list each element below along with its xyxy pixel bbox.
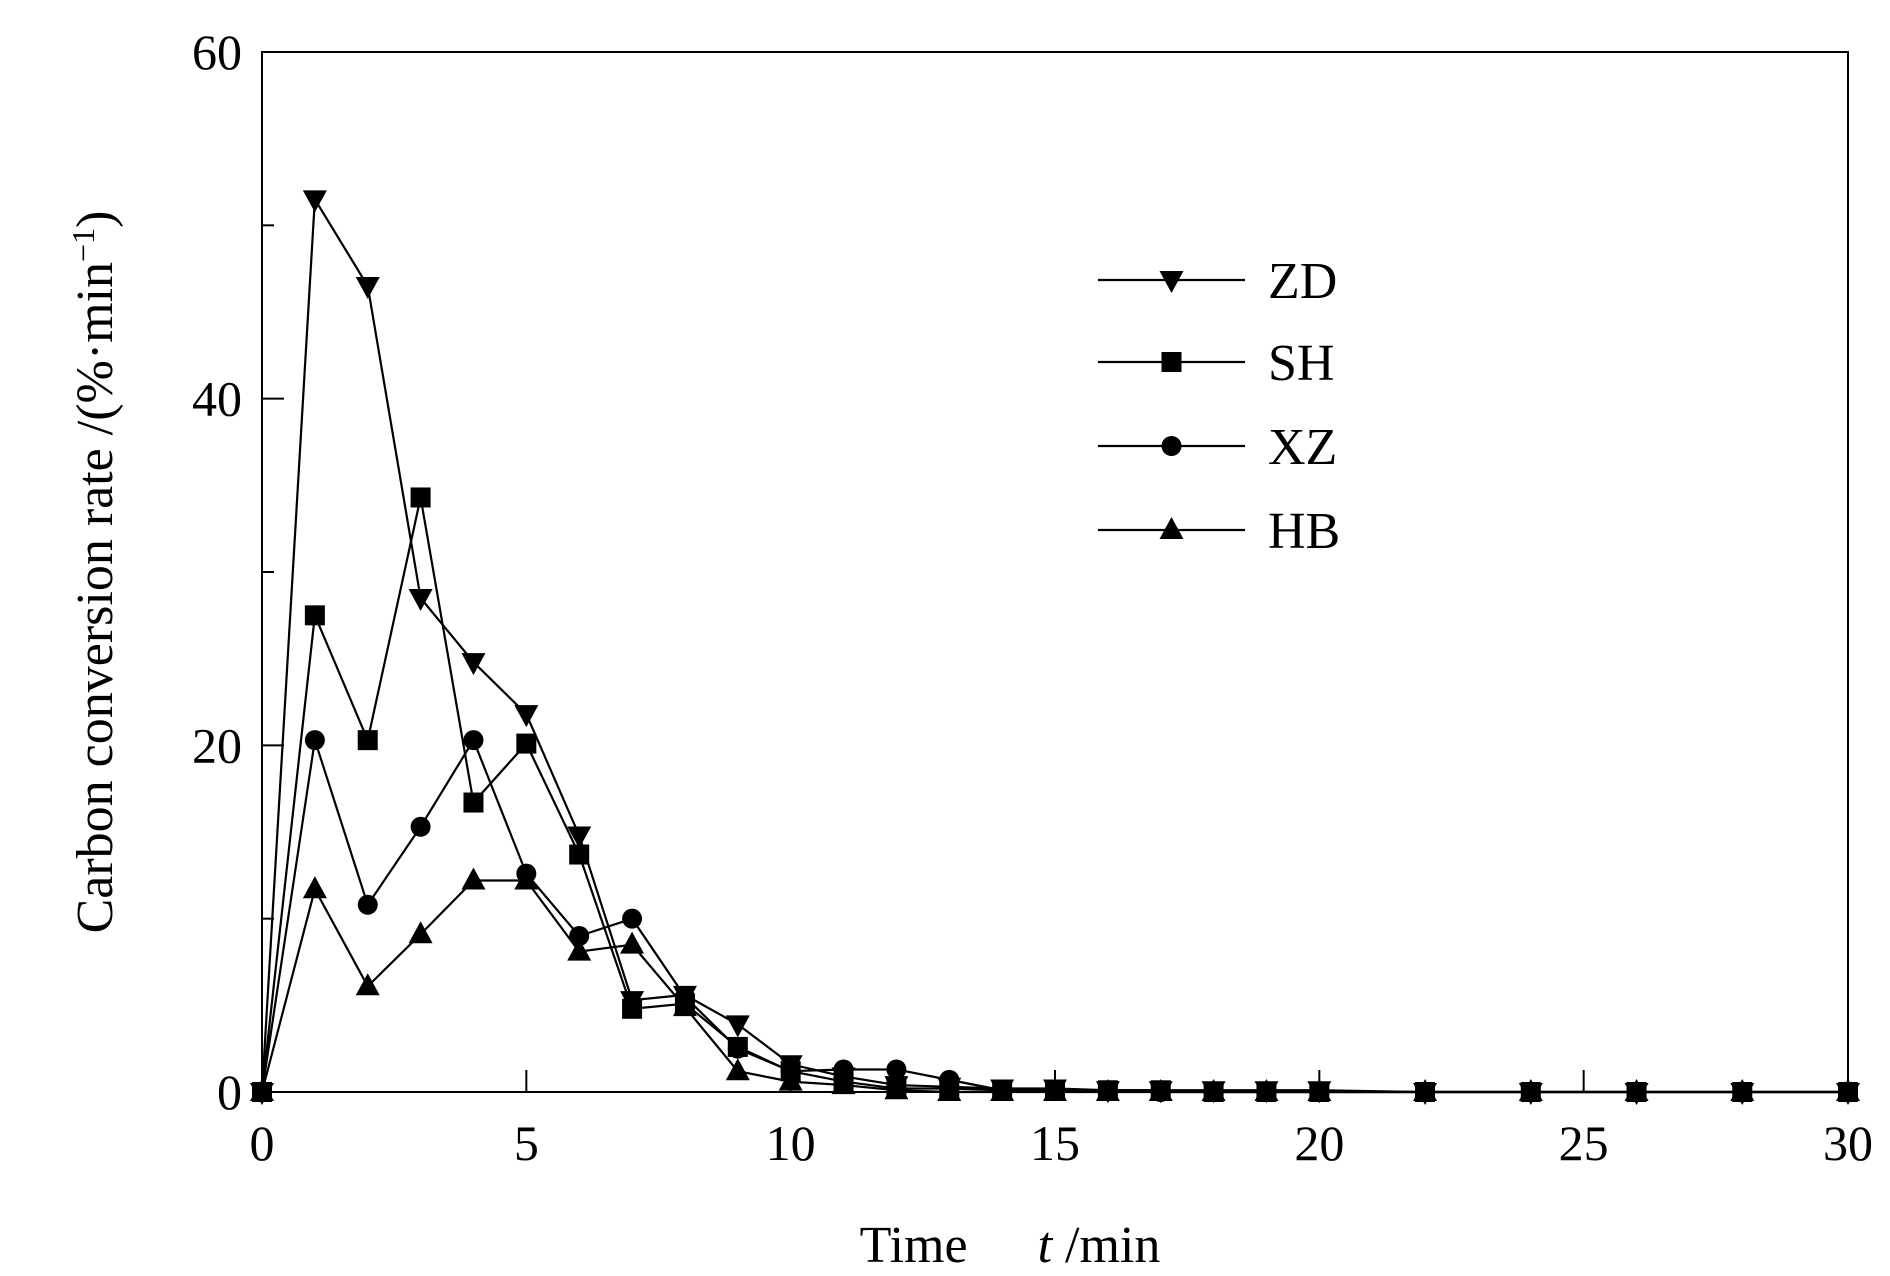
legend: ZD SH XZ HB (1098, 253, 1340, 560)
data-point-hb (1095, 1079, 1120, 1101)
data-point-sh (463, 792, 484, 813)
data-point-zd (355, 277, 380, 299)
data-point-xz (410, 816, 431, 837)
data-point-hb (461, 867, 486, 890)
data-point-xz (463, 730, 484, 751)
x-tick-label: 10 (766, 1115, 816, 1171)
legend-label: HB (1268, 503, 1340, 560)
data-point-xz (886, 1059, 907, 1080)
y-tick-label: 20 (192, 717, 242, 773)
data-point-hb (884, 1077, 909, 1100)
data-point-hb (620, 931, 645, 954)
legend-marker-sh (1161, 352, 1182, 372)
data-point-hb (514, 867, 539, 890)
data-point-xz (304, 730, 325, 751)
x-axis-label-symbol: t (1038, 1217, 1054, 1274)
data-point-hb (672, 994, 697, 1017)
data-point-zd (567, 826, 592, 849)
tick-labels: 0 5 10 15 20 25 30 0 20 40 60 (192, 24, 1873, 1171)
data-point-hb (1624, 1079, 1649, 1101)
y-axis-label-sup: −1 (65, 228, 101, 262)
series-line-zd (260, 195, 1848, 1094)
x-axis-label-unit: /min (1052, 1217, 1160, 1274)
data-point-sh (516, 733, 537, 754)
data-point-zd (302, 190, 327, 213)
data-point-hb (990, 1079, 1015, 1101)
data-point-hb (1518, 1079, 1543, 1101)
data-point-hb (937, 1079, 962, 1101)
legend-label: SH (1268, 335, 1334, 392)
data-point-xz (622, 908, 643, 929)
data-point-hb (302, 876, 327, 899)
data-point-hb (567, 938, 592, 961)
legend-marker-hb (1159, 517, 1184, 539)
x-axis-label: Time t /min (860, 1217, 1161, 1274)
data-point-hb (778, 1068, 803, 1091)
data-point-hb (1043, 1079, 1067, 1101)
data-point-sh (357, 730, 378, 751)
data-point-sh (304, 605, 325, 626)
data-point-zd (725, 1015, 750, 1038)
x-tick-label: 25 (1559, 1115, 1609, 1171)
legend-label: ZD (1268, 253, 1337, 310)
data-point-sh (622, 998, 643, 1019)
data-point-xz (357, 894, 378, 915)
data-point-zd (408, 589, 433, 611)
x-tick-label: 0 (250, 1115, 275, 1171)
y-tick-label: 40 (192, 371, 242, 427)
series-line-sh (260, 497, 1848, 1094)
data-point-hb (355, 973, 380, 996)
axis-ticks (261, 51, 1849, 1093)
data-point-hb (408, 921, 433, 944)
plot-frame (261, 51, 1849, 1093)
legend-label: XZ (1268, 419, 1337, 476)
data-point-sh (410, 487, 431, 508)
data-point-sh (569, 844, 590, 865)
x-tick-label: 30 (1823, 1115, 1873, 1171)
data-point-hb (725, 1058, 750, 1081)
series-line-xz (260, 737, 1848, 1094)
data-point-hb (1836, 1079, 1860, 1101)
y-axis-label: Carbon conversion rate /(%·min−1) (65, 211, 124, 934)
data-point-hb (1307, 1079, 1332, 1101)
data-point-hb (250, 1079, 274, 1101)
data-point-xz (569, 926, 590, 946)
x-tick-label: 20 (1294, 1115, 1344, 1171)
data-point-hb (1730, 1079, 1755, 1101)
legend-item-zd: ZD (1098, 253, 1337, 310)
series-sh (252, 487, 1858, 1102)
data-point-xz (727, 1038, 748, 1059)
x-axis-label-main: Time (860, 1217, 968, 1274)
data-point-hb (1148, 1079, 1173, 1101)
data-point-hb (1201, 1079, 1226, 1101)
series-hb (250, 867, 1860, 1101)
legend-marker-xz (1161, 436, 1182, 456)
legend-item-sh: SH (1098, 335, 1334, 392)
legend-item-xz: XZ (1098, 419, 1337, 476)
series-xz (252, 730, 1858, 1102)
data-point-xz (833, 1059, 854, 1080)
y-tick-label: 0 (217, 1064, 242, 1120)
data-point-zd (461, 653, 486, 676)
data-point-zd (514, 705, 539, 728)
series-line-hb (260, 879, 1848, 1094)
series-zd (250, 190, 1860, 1105)
y-axis-label-prefix: Carbon conversion rate /(%·min (67, 262, 124, 933)
x-tick-label: 15 (1030, 1115, 1080, 1171)
y-tick-label: 60 (192, 24, 242, 80)
data-point-hb (1413, 1079, 1438, 1101)
x-tick-label: 5 (514, 1115, 539, 1171)
data-point-hb (831, 1072, 856, 1095)
series-layer (250, 190, 1860, 1105)
legend-marker-zd (1159, 271, 1184, 293)
data-point-hb (1254, 1079, 1279, 1101)
y-axis-label-suffix: ) (67, 211, 124, 228)
legend-item-hb: HB (1098, 503, 1340, 560)
